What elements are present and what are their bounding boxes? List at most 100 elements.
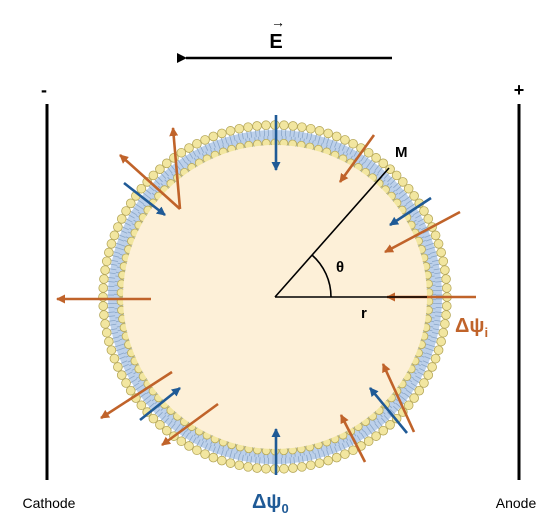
lipid-inner-tail bbox=[124, 240, 128, 242]
blue-arrow-upper-left bbox=[123, 181, 166, 217]
lipid-inner-tail bbox=[121, 248, 125, 251]
lipid-inner-tail bbox=[366, 425, 369, 429]
lipid-outer-tail bbox=[417, 371, 424, 376]
lipid-outer-head bbox=[109, 230, 120, 241]
lipid-outer-head bbox=[100, 265, 110, 275]
lipid-inner-tail bbox=[127, 360, 131, 363]
lipid-outer-head bbox=[101, 327, 112, 338]
lipid-outer-tail bbox=[167, 420, 173, 427]
lipid-inner-tail bbox=[411, 376, 415, 379]
lipid-outer-tail bbox=[170, 423, 176, 430]
lipid-outer-head bbox=[106, 345, 117, 355]
lipid-outer-tail bbox=[241, 132, 244, 140]
lipid-inner-tail bbox=[401, 391, 404, 395]
lipid-inner-tail bbox=[361, 428, 364, 432]
lipid-inner-tail bbox=[430, 266, 434, 268]
lipid-inner-tail bbox=[427, 253, 431, 256]
lipid-inner-tail bbox=[389, 185, 393, 189]
lipid-outer-tail bbox=[181, 430, 187, 438]
lipid-outer-head bbox=[155, 164, 165, 174]
lipid-outer-head bbox=[252, 121, 262, 131]
lipid-outer-tail bbox=[110, 263, 118, 266]
lipid-outer-head bbox=[403, 400, 414, 411]
lipid-inner-tail bbox=[430, 326, 434, 328]
lipid-outer-tail bbox=[212, 446, 216, 454]
lipid-outer-tail bbox=[434, 315, 442, 317]
lipid-inner-tail bbox=[334, 443, 337, 447]
lipid-inner-tail bbox=[303, 452, 305, 456]
lipid-outer-head bbox=[288, 463, 298, 473]
lipid-outer-head bbox=[409, 393, 419, 403]
lipid-inner-tail bbox=[213, 147, 216, 151]
lipid-outer-tail bbox=[117, 352, 125, 356]
lipid-outer-tail bbox=[174, 425, 180, 432]
lipid-outer-head bbox=[217, 455, 227, 466]
lipid-outer-tail bbox=[309, 133, 313, 141]
lipid-outer-tail bbox=[346, 441, 350, 448]
lipid-outer-tail bbox=[259, 129, 261, 137]
lipid-outer-tail bbox=[118, 234, 126, 238]
lipid-inner-tail bbox=[413, 219, 417, 222]
radius-label: r bbox=[361, 305, 367, 322]
lipid-outer-tail bbox=[433, 323, 441, 326]
lipid-inner-tail bbox=[137, 211, 141, 215]
lipid-inner-tail bbox=[231, 449, 233, 453]
lipid-outer-tail bbox=[160, 415, 167, 421]
lipid-inner-tail bbox=[205, 151, 208, 155]
lipid-inner-tail bbox=[413, 372, 417, 375]
lipid-outer-tail bbox=[134, 203, 142, 209]
lipid-inner-tail bbox=[346, 437, 349, 441]
lipid-outer-head bbox=[385, 420, 395, 430]
lipid-outer-head bbox=[261, 463, 271, 474]
lipid-outer-tail bbox=[424, 234, 432, 238]
lipid-outer-head bbox=[116, 214, 127, 224]
lipid-inner-tail bbox=[122, 347, 126, 349]
lipid-outer-tail bbox=[237, 453, 241, 461]
lipid-outer-head bbox=[161, 425, 172, 436]
lipid-inner-tail bbox=[125, 236, 129, 239]
lipid-outer-head bbox=[217, 128, 227, 139]
lipid-inner-tail bbox=[245, 138, 247, 142]
lipid-outer-tail bbox=[142, 396, 149, 402]
lipid-outer-tail bbox=[293, 130, 295, 138]
lipid-inner-tail bbox=[116, 326, 120, 328]
lipid-outer-head bbox=[314, 126, 325, 136]
lipid-outer-tail bbox=[429, 340, 437, 343]
lipid-outer-head bbox=[430, 353, 441, 364]
lipid-outer-tail bbox=[427, 348, 435, 352]
lipid-inner-tail bbox=[167, 176, 170, 180]
lipid-inner-tail bbox=[406, 384, 410, 387]
orange-arrow-left-upper bbox=[119, 154, 181, 210]
lipid-inner-tail bbox=[369, 423, 372, 427]
lipid-outer-tail bbox=[413, 378, 420, 384]
lipid-inner-tail bbox=[164, 411, 168, 415]
lipid-outer-head bbox=[378, 158, 389, 169]
lipid-inner-tail bbox=[186, 428, 189, 432]
lipid-outer-tail bbox=[107, 311, 115, 313]
lipid-outer-tail bbox=[163, 417, 170, 424]
lipid-outer-tail bbox=[363, 430, 369, 438]
lipid-outer-head bbox=[184, 441, 194, 451]
lipid-inner-tail bbox=[411, 215, 415, 218]
lipid-outer-tail bbox=[419, 368, 426, 372]
lipid-outer-head bbox=[98, 301, 109, 311]
lipid-outer-head bbox=[176, 436, 187, 447]
lipid-outer-tail bbox=[188, 435, 194, 442]
lipid-outer-tail bbox=[157, 411, 163, 418]
lipid-outer-head bbox=[148, 170, 159, 181]
lipid-inner-tail bbox=[395, 398, 399, 402]
lipid-outer-tail bbox=[126, 218, 133, 223]
lipid-outer-head bbox=[423, 370, 434, 380]
lipid-inner-tail bbox=[373, 420, 376, 424]
lipid-inner-tail bbox=[131, 223, 135, 226]
lipid-outer-head bbox=[234, 123, 245, 134]
lipid-inner-tail bbox=[167, 414, 170, 418]
lipid-outer-head bbox=[104, 336, 114, 347]
lipid-inner-tail bbox=[201, 437, 204, 441]
lipid-outer-tail bbox=[383, 173, 390, 179]
lipid-outer-head bbox=[430, 230, 441, 241]
lipid-outer-head bbox=[305, 460, 316, 471]
lipid-inner-tail bbox=[151, 398, 155, 402]
lipid-inner-tail bbox=[325, 144, 328, 148]
lipid-outer-head bbox=[136, 183, 147, 194]
